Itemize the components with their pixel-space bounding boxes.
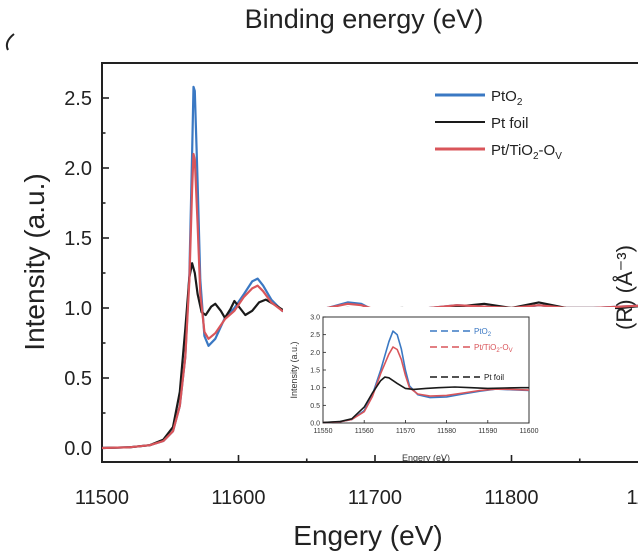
main-series-line-2 bbox=[101, 152, 638, 450]
inset-legend-label-pt-tio2-ov: Pt/TiO2-OV bbox=[474, 343, 513, 354]
inset-legend-label-pt-foil: Pt foil bbox=[484, 373, 504, 382]
inset-y-tick-label: 0.5 bbox=[310, 403, 320, 410]
main-x-tick-label: 11800 bbox=[484, 487, 538, 509]
svg-text:(R) (Å⁻³): (R) (Å⁻³) bbox=[612, 245, 637, 330]
main-x-tick-label: 11700 bbox=[348, 487, 402, 509]
inset-axis-ticks: 11550 11560 11570 11580 11590 11600 0.0 0.5 1.0 1… bbox=[310, 315, 538, 436]
legend-label-pto2: PtO2 bbox=[491, 88, 523, 108]
inset-x-tick-label: 11560 bbox=[355, 428, 374, 435]
main-legend: PtO2 Pt foil Pt/TiO2-OV bbox=[435, 88, 562, 162]
inset-y-tick-label: 2.0 bbox=[310, 350, 320, 357]
inset-series-group bbox=[322, 330, 530, 424]
inset-x-tick-label: 11590 bbox=[478, 428, 497, 435]
inset-series-line-2 bbox=[322, 376, 529, 424]
main-y-tick-label: 2.5 bbox=[64, 88, 92, 110]
inset-x-tick-label: 11550 bbox=[314, 428, 333, 435]
inset-chart: 11550 11560 11570 11580 11590 11600 0.0 0.5 1.0 1… bbox=[283, 307, 615, 463]
inset-x-title: Engery (eV) bbox=[402, 453, 450, 463]
inset-y-tick-label: 2.5 bbox=[310, 332, 320, 339]
inset-y-tick-label: 0.0 bbox=[310, 421, 320, 428]
inset-legend-label-pto2: PtO2 bbox=[474, 327, 492, 338]
inset-background bbox=[283, 307, 615, 447]
x-axis-title: Engery (eV) bbox=[293, 520, 442, 551]
inset-series-line-1 bbox=[322, 346, 530, 424]
main-axis-ticks: 11500 11600 11700 11800 1190 0.0 0.5 1.0 1.5 2.0 2… bbox=[64, 88, 638, 509]
y-axis-title: Intensity (a.u.) bbox=[19, 173, 50, 350]
right-axis-label-partial: (R) (Å⁻³) bbox=[612, 245, 637, 330]
legend-label-pt-tio2-ov: Pt/TiO2-OV bbox=[491, 142, 562, 162]
main-y-tick-label: 0.0 bbox=[64, 438, 92, 460]
inset-x-tick-label: 11600 bbox=[520, 428, 539, 435]
inset-x-tick-label: 11580 bbox=[437, 428, 456, 435]
main-x-tick-label: 1190 bbox=[626, 487, 638, 509]
cropped-panel-letter bbox=[5, 33, 15, 51]
inset-y-title: Intensity (a.u.) bbox=[289, 341, 299, 398]
main-y-tick-label: 1.5 bbox=[64, 228, 92, 250]
inset-y-tick-label: 1.0 bbox=[310, 385, 320, 392]
main-y-tick-label: 1.0 bbox=[64, 298, 92, 320]
inset-x-tick-label: 11570 bbox=[396, 428, 415, 435]
main-y-tick-label: 2.0 bbox=[64, 158, 92, 180]
main-y-tick-label: 0.5 bbox=[64, 368, 92, 390]
inset-legend: PtO2 Pt/TiO2-OV Pt foil bbox=[430, 327, 513, 382]
main-x-tick-label: 11500 bbox=[75, 487, 129, 509]
inset-y-tick-label: 1.5 bbox=[310, 368, 320, 375]
legend-label-pt-foil: Pt foil bbox=[491, 115, 529, 132]
main-x-tick-label: 11600 bbox=[211, 487, 265, 509]
inset-y-tick-label: 3.0 bbox=[310, 315, 320, 322]
main-series-group bbox=[101, 85, 638, 450]
top-axis-label: Binding energy (eV) bbox=[245, 4, 484, 34]
